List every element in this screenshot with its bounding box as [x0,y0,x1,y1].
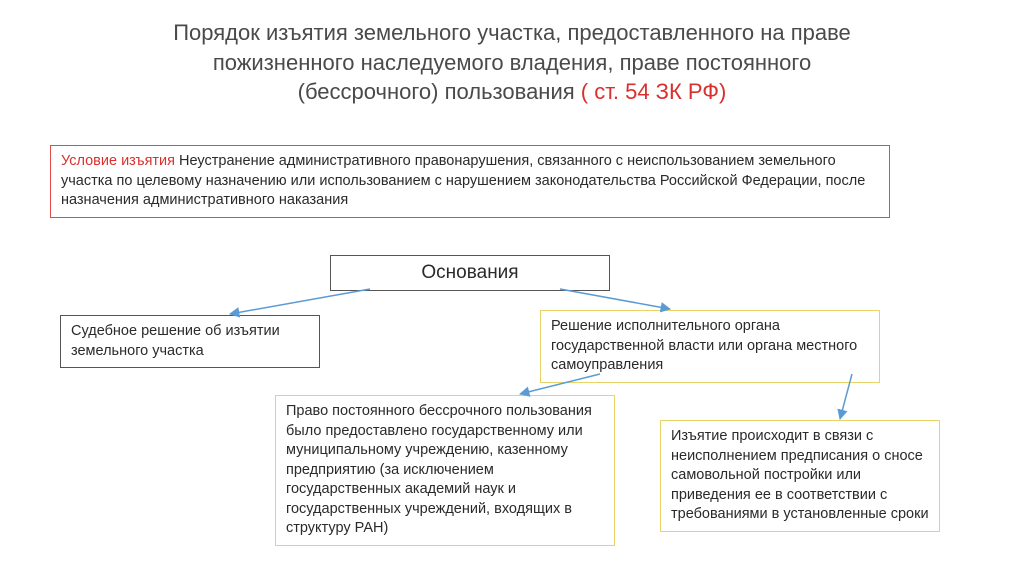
court-decision-box: Судебное решение об изъятии земельного у… [60,315,320,368]
title-line3b: ( ст. 54 ЗК РФ) [581,79,727,104]
osnovaniya-box: Основания [330,255,610,291]
condition-box: Условие изъятия Неустранение администрат… [50,145,890,218]
condition-lead: Условие изъятия [61,153,179,169]
executive-decision-box: Решение исполнительного органа государст… [540,310,880,383]
permanent-use-box: Право постоянного бессрочного пользовани… [275,395,615,546]
permanent-use-text: Право постоянного бессрочного пользовани… [286,403,592,536]
condition-text: Неустранение административного правонару… [61,153,865,208]
arrow [560,289,670,309]
arrow [230,289,370,314]
title-line1: Порядок изъятия земельного участка, пред… [173,20,851,45]
page-title: Порядок изъятия земельного участка, пред… [0,0,1024,107]
seizure-reason-text: Изъятие происходит в связи с неисполнени… [671,428,929,522]
osnovaniya-label: Основания [421,262,518,283]
executive-decision-text: Решение исполнительного органа государст… [551,318,857,373]
title-line2: пожизненного наследуемого владения, прав… [213,50,811,75]
court-decision-text: Судебное решение об изъятии земельного у… [71,323,280,359]
seizure-reason-box: Изъятие происходит в связи с неисполнени… [660,420,940,532]
title-line3a: (бессрочного) пользования [298,79,581,104]
